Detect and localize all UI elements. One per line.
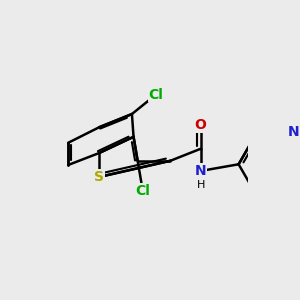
Text: N: N: [288, 125, 300, 140]
Text: H: H: [196, 180, 205, 190]
Text: Cl: Cl: [148, 88, 163, 102]
Text: O: O: [195, 118, 206, 132]
Text: S: S: [94, 170, 104, 184]
Text: N: N: [195, 164, 206, 178]
Text: Cl: Cl: [135, 184, 150, 198]
